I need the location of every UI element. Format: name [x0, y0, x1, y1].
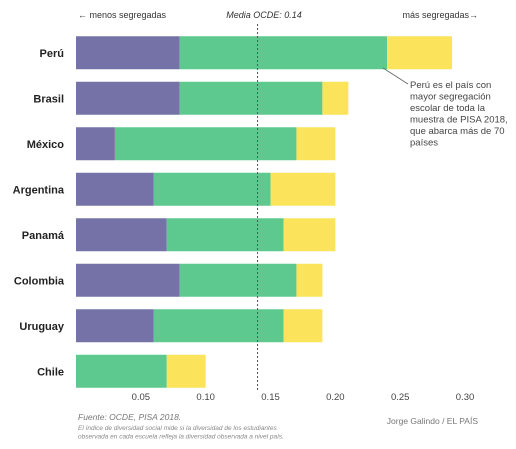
- bar-segment-3-4: [283, 218, 336, 252]
- annotation-pointer: [382, 67, 409, 85]
- x-tick-label: 0.25: [391, 392, 410, 403]
- bar-segment-2-1: [179, 81, 323, 115]
- bars-group: [76, 36, 453, 388]
- bar-segment-2-4: [166, 218, 284, 252]
- bar-segment-2-0: [179, 36, 388, 70]
- x-tick-label: 0.20: [326, 392, 345, 403]
- bar-segment-3-7: [166, 354, 206, 388]
- bar-segment-1-5: [76, 263, 180, 297]
- direction-left-label: ← menos segregadas: [78, 10, 167, 20]
- bar-segment-2-5: [179, 263, 297, 297]
- bar-segment-3-1: [322, 81, 349, 115]
- x-tick-label: 0.05: [132, 392, 151, 403]
- bar-segment-2-3: [153, 172, 271, 206]
- bar-segment-2-7: [76, 354, 167, 388]
- category-label: México: [27, 139, 65, 151]
- bar-segment-2-6: [153, 309, 284, 343]
- category-label: Uruguay: [19, 321, 65, 333]
- bar-segment-1-3: [76, 172, 154, 206]
- annotation-line: Perú es el país con: [410, 80, 491, 91]
- category-label: Perú: [40, 48, 64, 60]
- source-text: Fuente: OCDE, PISA 2018.: [78, 412, 181, 422]
- annotation-line: mayor segregación: [410, 92, 491, 103]
- bar-segment-3-6: [283, 309, 323, 343]
- bar-segment-1-4: [76, 218, 167, 252]
- x-tick-label: 0.30: [456, 392, 475, 403]
- bar-segment-3-2: [296, 127, 336, 161]
- bar-segment-3-0: [387, 36, 453, 70]
- reference-line-label: Media OCDE: 0.14: [226, 10, 302, 20]
- annotation-line: escolar de toda la: [410, 103, 486, 114]
- category-label: Colombia: [14, 275, 65, 287]
- x-tick-label: 0.15: [261, 392, 280, 403]
- x-tick-label: 0.10: [196, 392, 215, 403]
- note-line: observada en cada escuela refleja la div…: [78, 434, 284, 441]
- category-label: Panamá: [22, 230, 65, 242]
- category-label: Chile: [37, 366, 64, 378]
- bar-segment-3-5: [296, 263, 323, 297]
- bar-segment-1-2: [76, 127, 115, 161]
- direction-right-label: más segregadas→: [402, 10, 478, 20]
- category-labels: Perú Brasil México Argentina Panamá Colombia U…: [13, 48, 65, 379]
- category-label: Argentina: [13, 184, 65, 196]
- bar-segment-1-1: [76, 81, 180, 115]
- annotation-line: que abarca más de 70: [410, 126, 505, 137]
- annotation-line: países: [410, 138, 438, 149]
- note-line: El índice de diversidad social mide si l…: [78, 425, 277, 432]
- x-tick-labels: 0.05 0.10 0.15 0.20 0.25 0.30: [132, 392, 475, 403]
- annotation-line: muestra de PISA 2018,: [410, 115, 508, 126]
- bar-segment-3-3: [270, 172, 336, 206]
- note: El índice de diversidad social mide si l…: [78, 425, 284, 441]
- bar-segment-1-0: [76, 36, 180, 70]
- category-label: Brasil: [33, 93, 64, 105]
- bar-segment-1-6: [76, 309, 154, 343]
- bar-segment-2-2: [114, 127, 297, 161]
- credit-text: Jorge Galindo / EL PAÍS: [387, 416, 479, 426]
